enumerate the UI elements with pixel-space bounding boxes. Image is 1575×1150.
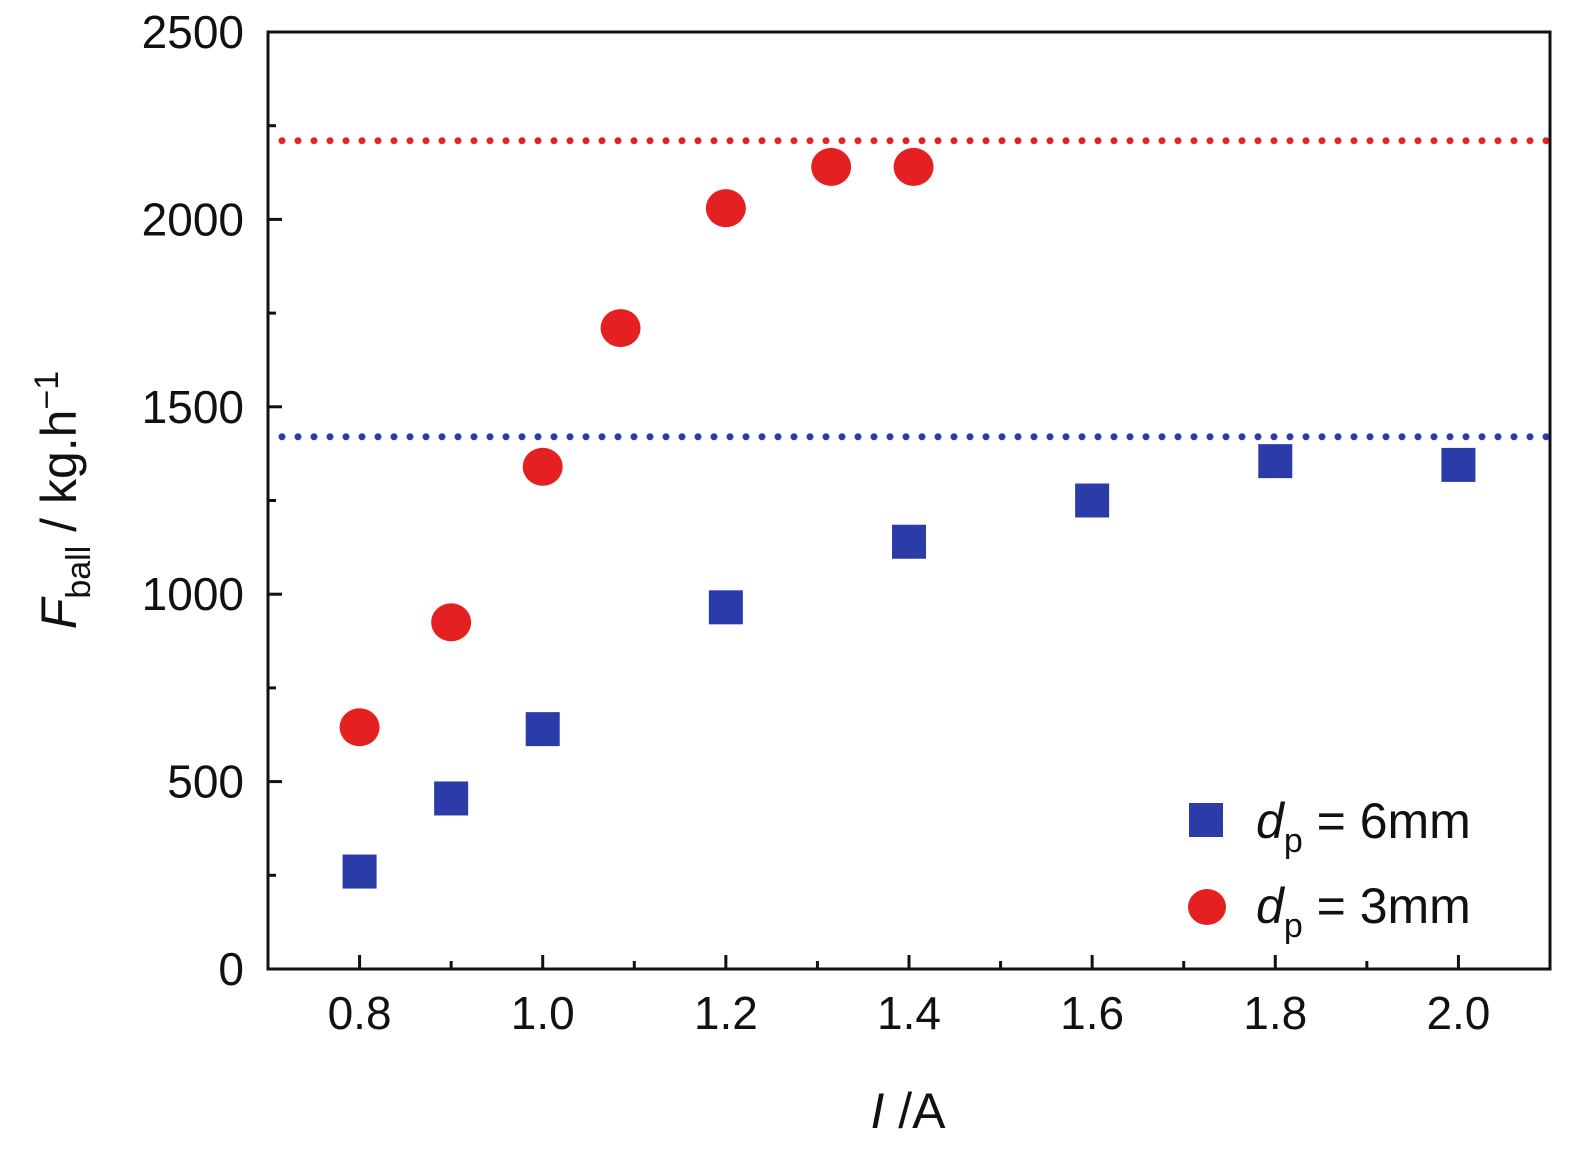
- tick-labels: 0.8 1.0 1.2 1.4 1.6 1.8 2.0 0 500 1000 1500 2000 250…: [142, 6, 1491, 1039]
- y-tick-label: 2500: [142, 6, 244, 58]
- x-axis-label: I /A: [870, 1083, 946, 1139]
- y-tick-label: 1500: [142, 381, 244, 433]
- data-point-3mm: [705, 189, 746, 228]
- x-tick-label: 2.0: [1426, 987, 1490, 1039]
- data-point-6mm: [892, 524, 926, 559]
- axis-ticks: [268, 30, 1460, 971]
- x-tick-label: 1.4: [877, 987, 941, 1039]
- y-tick-label: 500: [167, 756, 244, 808]
- y-tick-label: 2000: [142, 193, 244, 245]
- legend: dp = 6mm dp = 3mm: [1188, 793, 1471, 945]
- data-point-3mm: [893, 147, 934, 186]
- data-point-3mm: [600, 309, 641, 348]
- y-tick-label: 1000: [142, 568, 244, 620]
- y-tick-label: 0: [218, 943, 244, 995]
- data-point-3mm: [431, 603, 472, 642]
- x-tick-label: 1.6: [1060, 987, 1124, 1039]
- data-point-3mm: [522, 447, 563, 486]
- legend-marker-square: [1189, 803, 1223, 837]
- data-point-3mm: [339, 708, 380, 747]
- legend-label-3mm: dp = 3mm: [1256, 878, 1471, 945]
- legend-label-6mm: dp = 6mm: [1256, 793, 1471, 860]
- data-point-6mm: [434, 781, 469, 816]
- x-tick-label: 0.8: [328, 987, 392, 1039]
- data-point-6mm: [708, 590, 743, 625]
- data-point-3mm: [811, 147, 852, 186]
- x-tick-label: 1.2: [694, 987, 758, 1039]
- x-tick-label: 1.0: [511, 987, 575, 1039]
- y-axis-label: Fball / kg.h−1: [28, 371, 98, 629]
- data-point-6mm: [525, 712, 560, 747]
- data-point-6mm: [1075, 483, 1110, 518]
- legend-marker-circle: [1188, 889, 1226, 925]
- reference-lines: [278, 137, 1564, 441]
- x-tick-label: 1.8: [1243, 987, 1307, 1039]
- data-points: [339, 147, 1476, 889]
- data-point-6mm: [1258, 444, 1293, 479]
- data-point-6mm: [1441, 447, 1476, 482]
- data-point-6mm: [342, 854, 377, 889]
